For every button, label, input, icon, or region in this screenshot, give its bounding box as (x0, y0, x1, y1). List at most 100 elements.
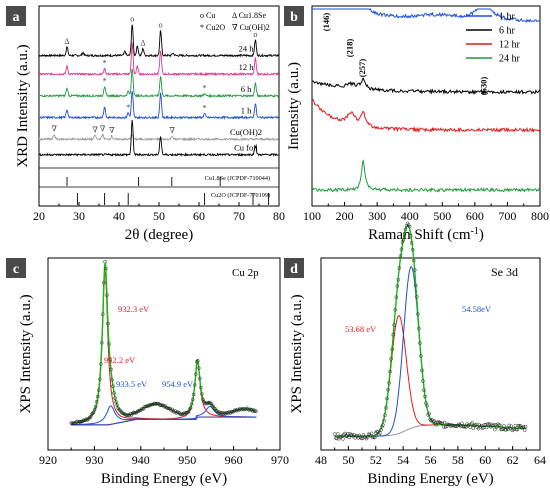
x-tick-label: 940 (132, 453, 150, 467)
data-point (221, 411, 226, 416)
legend-label: 1 hr (499, 12, 516, 23)
raman-series-line (312, 8, 541, 23)
data-point (508, 426, 512, 431)
data-point (336, 432, 340, 436)
peak-marker: * (103, 59, 107, 68)
data-point (89, 412, 94, 417)
legend-label: 12 hr (499, 40, 521, 51)
data-point (127, 413, 132, 418)
data-point (111, 384, 115, 388)
data-point (498, 423, 502, 428)
data-point (197, 366, 201, 370)
series-label: 1 h (241, 106, 252, 116)
peak-marker: ∇ (109, 126, 115, 135)
raman-series-line (311, 159, 541, 194)
data-point (210, 403, 214, 408)
legend-item: * Cu2O (200, 23, 225, 32)
data-point (401, 238, 406, 242)
data-point (334, 436, 339, 441)
x-tick-label: 80 (273, 209, 285, 223)
data-point (81, 418, 86, 422)
data-point (520, 425, 525, 430)
x-tick-label: 50 (153, 209, 165, 223)
x-tick-label: 400 (401, 209, 419, 223)
data-point (521, 425, 526, 429)
data-point (515, 427, 520, 432)
data-point (444, 424, 449, 429)
peak-label: 53.68 eV (345, 324, 377, 334)
x-tick-label: 20 (33, 209, 45, 223)
data-point (235, 407, 240, 412)
peak-marker: o (253, 30, 257, 39)
data-point (369, 431, 374, 436)
x-tick-label: 50 (342, 453, 354, 467)
data-point (95, 394, 100, 399)
data-point (418, 341, 422, 345)
data-point (200, 392, 204, 396)
data-point (381, 423, 385, 427)
data-point (104, 266, 108, 271)
data-point (188, 406, 193, 410)
x-tick-label: 40 (113, 209, 125, 223)
data-point (113, 396, 117, 400)
peak-marker: ∇ (100, 125, 106, 134)
data-point (115, 403, 119, 407)
data-point (389, 357, 393, 361)
data-point (496, 422, 500, 426)
x-axis-label: Raman Shift (cm-1) (368, 226, 484, 244)
xrd-series-line (38, 24, 279, 58)
data-point (411, 258, 416, 263)
data-point (162, 404, 166, 409)
data-point (522, 428, 527, 432)
x-tick-label: 48 (315, 453, 327, 467)
x-tick-label: 30 (73, 209, 85, 223)
panel-c-xps-cu: 920 930 940 950 960 970 Binding Energy (eV) XPS… (6, 257, 289, 487)
data-point (252, 408, 256, 412)
data-point (94, 399, 99, 404)
data-point (213, 407, 217, 411)
panel-label: d (290, 262, 298, 277)
data-point (501, 427, 505, 431)
data-point (423, 394, 427, 399)
data-point (198, 376, 202, 381)
data-point (209, 401, 213, 406)
y-axis-label: XPS Intensity (a.u.) (18, 294, 34, 413)
data-point (388, 369, 392, 374)
data-point (254, 409, 258, 413)
data-point (101, 312, 105, 316)
data-point (341, 437, 345, 441)
data-point (399, 247, 404, 251)
fit-component-line (71, 405, 256, 426)
data-point (397, 266, 402, 270)
data-point (400, 240, 405, 244)
data-point (332, 432, 337, 436)
data-point (402, 232, 407, 236)
data-point (443, 425, 448, 429)
data-point (215, 409, 219, 413)
x-tick-label: 62 (507, 453, 519, 467)
data-point (428, 417, 432, 422)
x-axis-label: 2θ (degree) (125, 227, 193, 243)
data-point (192, 383, 197, 387)
x-tick-label: 52 (370, 453, 382, 467)
panel-label: b (290, 10, 298, 25)
data-point (191, 392, 196, 397)
background-line (71, 416, 257, 426)
data-point (199, 385, 203, 390)
legend-item: Δ Cu1.8Se (232, 11, 266, 20)
data-point (422, 388, 426, 392)
panel-title: Cu 2p (232, 267, 259, 279)
data-point (193, 372, 198, 376)
peak-label: 933.5 eV (116, 379, 148, 389)
data-point (417, 326, 421, 331)
xrd-series-line (39, 119, 279, 158)
data-point (100, 341, 104, 345)
panel-label-box (6, 258, 26, 278)
data-point (456, 423, 460, 428)
data-point (112, 391, 116, 395)
data-point (102, 280, 106, 285)
x-tick-label: 970 (271, 453, 289, 467)
x-tick-label: 960 (225, 453, 243, 467)
data-point (202, 400, 206, 404)
data-point (473, 423, 478, 427)
